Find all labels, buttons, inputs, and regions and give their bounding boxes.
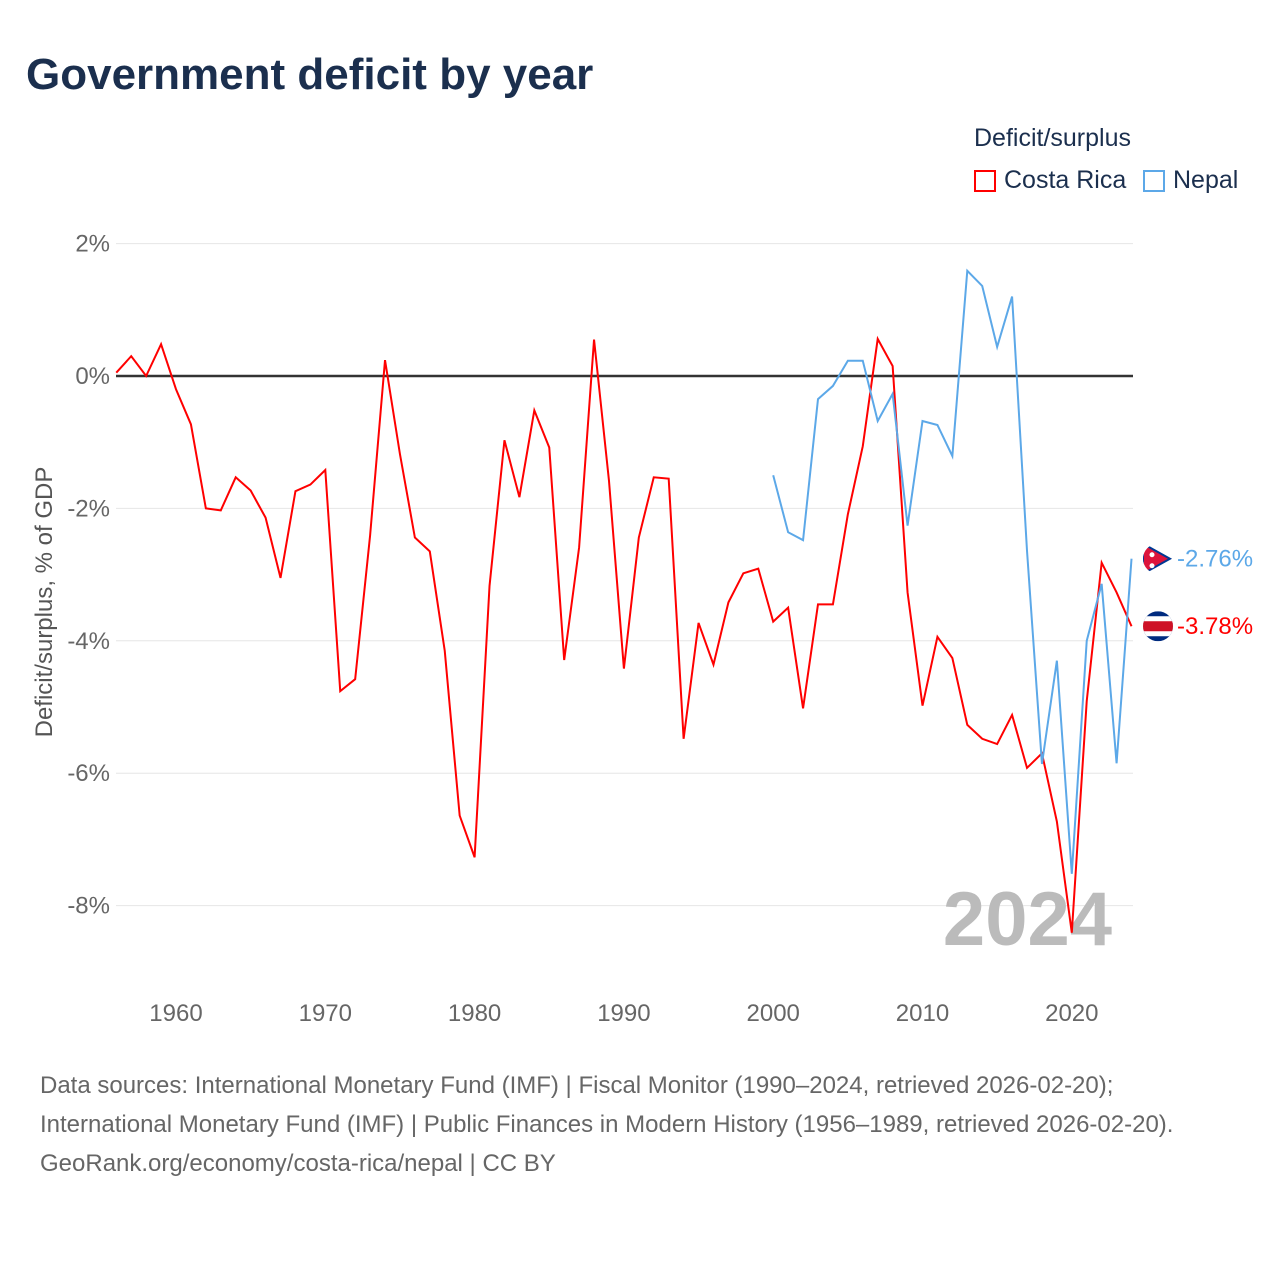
nepal-flag-icon [1143, 543, 1173, 574]
x-tick-label: 1980 [448, 1000, 501, 1027]
series-line-costa-rica[interactable] [115, 335, 1133, 933]
legend-item-costa-rica[interactable]: Costa Rica [974, 166, 1126, 195]
y-tick-label: -2% [67, 495, 110, 522]
data-sources: Data sources: International Monetary Fun… [40, 1072, 1174, 1138]
line-chart: 2% 0% -2% -4% -6% -8% 1960 1970 1980 1990 2000 2010… [31, 231, 1253, 1027]
year-watermark: 2024 [943, 877, 1112, 962]
chart-title: Government deficit by year [26, 50, 594, 99]
x-tick-label: 1970 [299, 1000, 352, 1027]
footer: Data sources: International Monetary Fun… [40, 1066, 1240, 1183]
legend-label: Costa Rica [1004, 166, 1127, 194]
x-tick-label: 1960 [149, 1000, 202, 1027]
x-tick-label: 2000 [747, 1000, 800, 1027]
y-tick-label: 2% [75, 231, 110, 258]
y-tick-label: -4% [67, 628, 110, 655]
series-line-nepal[interactable] [772, 268, 1133, 874]
end-value-label: -2.76% [1177, 546, 1253, 573]
x-tick-label: 2010 [896, 1000, 949, 1027]
x-tick-label: 1990 [597, 1000, 650, 1027]
end-value-label: -3.78% [1177, 613, 1253, 640]
legend-swatch [1143, 169, 1165, 192]
y-tick-label: -6% [67, 760, 110, 787]
costa-rica-flag-icon [1143, 611, 1173, 642]
legend-swatch [974, 169, 996, 192]
y-tick-label: -8% [67, 893, 110, 920]
legend-item-nepal[interactable]: Nepal [1143, 166, 1238, 195]
credit-link[interactable]: GeoRank.org/economy/costa-rica/nepal | C… [40, 1150, 556, 1177]
legend-label: Nepal [1173, 166, 1239, 194]
y-axis-label: Deficit/surplus, % of GDP [31, 467, 58, 738]
x-tick-label: 2020 [1045, 1000, 1098, 1027]
y-tick-label: 0% [75, 363, 110, 390]
legend-title: Deficit/surplus [974, 124, 1131, 152]
